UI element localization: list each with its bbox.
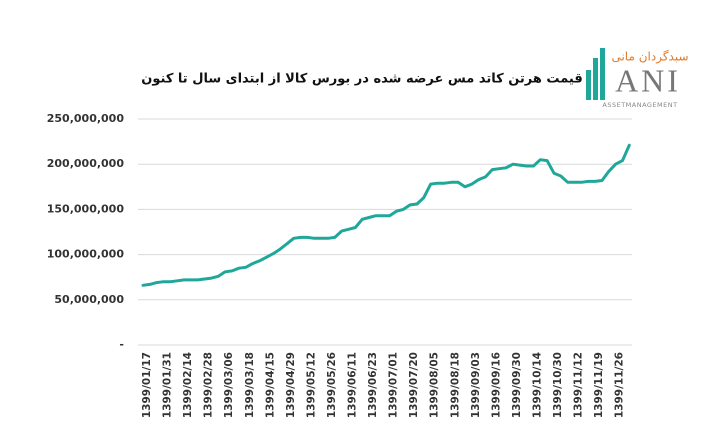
logo-tagline: ASSETMANAGEMENT — [602, 101, 677, 109]
x-tick-label: 1399/02/28 — [203, 352, 215, 418]
x-tick-label: 1399/06/23 — [367, 352, 379, 418]
y-tick-label: 200,000,000 — [47, 157, 125, 170]
logo: سبدگردان مانی ANI ASSETMANAGEMENT — [586, 48, 689, 109]
x-tick-label: 1399/06/11 — [347, 352, 359, 418]
logo-persian: سبدگردان مانی — [611, 50, 688, 65]
y-tick-label: 100,000,000 — [47, 248, 125, 261]
x-tick-label: 1399/01/17 — [141, 352, 153, 418]
logo-bar — [586, 70, 591, 100]
x-tick-label: 1399/03/06 — [223, 352, 235, 418]
x-tick-label: 1399/09/03 — [470, 352, 482, 418]
x-tick-label: 1399/03/18 — [244, 352, 256, 418]
x-tick-label: 1399/07/20 — [408, 352, 420, 418]
x-tick-label: 1399/01/31 — [162, 352, 174, 418]
x-tick-label: 1399/04/29 — [285, 352, 297, 418]
logo-name: ANI — [615, 62, 681, 98]
logo-bar — [593, 58, 598, 100]
x-tick-label: 1399/11/19 — [593, 352, 605, 418]
x-tick-label: 1399/04/15 — [264, 352, 276, 418]
line-series — [141, 143, 631, 287]
logo-bar — [600, 48, 605, 100]
y-tick-label: 250,000,000 — [47, 112, 125, 125]
x-tick-label: 1399/10/30 — [552, 352, 564, 418]
x-tick-label: 1399/08/18 — [449, 352, 461, 418]
x-tick-label: 1399/05/12 — [305, 352, 317, 418]
x-tick-label: 1399/11/26 — [614, 352, 626, 418]
y-tick-label: 50,000,000 — [54, 293, 124, 306]
x-tick-label: 1399/08/05 — [429, 352, 441, 418]
x-tick-label: 1399/05/26 — [326, 352, 338, 418]
x-tick-label: 1399/11/12 — [573, 352, 585, 418]
x-tick-label: 1399/10/14 — [531, 352, 543, 418]
x-tick-label: 1399/09/30 — [511, 352, 523, 418]
x-tick-label: 1399/02/14 — [182, 352, 194, 418]
y-tick-label: - — [119, 338, 124, 351]
x-tick-label: 1399/09/16 — [490, 352, 502, 418]
x-tick-label: 1399/07/01 — [388, 352, 400, 418]
chart-title: قیمت هرتن کاتد مس عرضه شده در بورس کالا … — [141, 72, 582, 87]
y-tick-label: 150,000,000 — [47, 202, 125, 215]
